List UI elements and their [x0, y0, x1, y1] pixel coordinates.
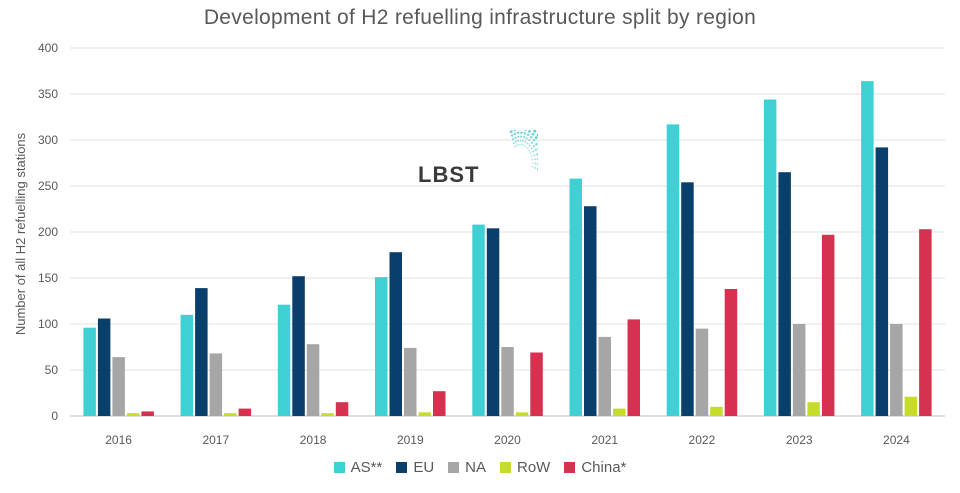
bar-as-2023	[763, 99, 777, 416]
bar-eu-2017	[195, 288, 208, 416]
x-tick-label: 2016	[105, 433, 132, 447]
bar-row-2024	[904, 396, 918, 416]
y-tick-label: 150	[38, 271, 58, 285]
y-tick-label: 50	[45, 363, 59, 377]
bar-row-2020	[515, 412, 529, 416]
bar-eu-2016	[97, 318, 111, 416]
legend-swatch	[333, 462, 345, 473]
bar-as-2018	[277, 304, 291, 416]
bar-na-2016	[112, 357, 125, 416]
legend-item: RoW	[500, 459, 550, 476]
legend-swatch	[564, 462, 576, 473]
bar-na-2017	[209, 353, 223, 416]
legend-swatch	[396, 462, 408, 473]
x-tick-label: 2020	[494, 433, 521, 447]
bar-row-2018	[321, 413, 334, 416]
legend-swatch	[448, 462, 460, 473]
chart-title: Development of H2 refuelling infrastruct…	[203, 6, 757, 29]
bar-eu-2021	[584, 206, 597, 416]
legend-item: NA	[448, 459, 486, 476]
legend-label: AS**	[350, 459, 383, 476]
bar-eu-2020	[486, 228, 500, 416]
legend-item: AS**	[333, 459, 383, 476]
bar-as-2024	[861, 81, 874, 416]
bar-china-2022	[724, 289, 738, 416]
bar-na-2018	[306, 344, 320, 416]
bar-na-2021	[598, 336, 611, 416]
bar-china-2023	[821, 234, 835, 416]
bar-na-2022	[695, 328, 709, 416]
bar-row-2021	[613, 408, 626, 416]
lbst-logo-mark-icon	[509, 130, 538, 171]
bar-na-2024	[890, 324, 903, 416]
bar-row-2016	[126, 413, 140, 416]
bar-as-2020	[472, 224, 485, 416]
legend-label: RoW	[517, 459, 551, 476]
y-tick-label: 400	[38, 41, 58, 55]
bar-row-2017	[224, 413, 237, 416]
legend-label: China*	[581, 459, 627, 476]
legend-item: China*	[564, 459, 626, 476]
x-tick-label: 2017	[202, 433, 229, 447]
legend-label: EU	[413, 459, 435, 476]
bar-row-2019	[418, 412, 431, 416]
bar-row-2022	[710, 406, 723, 416]
legend-item: EU	[396, 459, 434, 476]
bar-na-2023	[792, 324, 806, 416]
lbst-logo: LBST	[418, 130, 538, 190]
bar-china-2020	[530, 352, 543, 416]
bar-na-2020	[501, 347, 514, 416]
y-axis-label: Number of all H2 refuelling stations	[13, 132, 28, 335]
bar-na-2019	[404, 347, 417, 416]
bar-eu-2023	[778, 172, 791, 416]
bar-as-2022	[666, 124, 680, 417]
bar-eu-2019	[389, 252, 402, 416]
legend: AS** EU NA RoW China*	[0, 459, 960, 476]
bars	[83, 81, 932, 417]
y-tick-label: 350	[38, 87, 58, 101]
bar-row-2023	[807, 402, 820, 416]
legend-label: NA	[465, 459, 486, 476]
x-tick-label: 2023	[786, 433, 813, 447]
bar-china-2024	[919, 229, 932, 416]
x-tick-label: 2022	[689, 433, 716, 447]
bar-china-2019	[433, 391, 446, 416]
bar-eu-2022	[681, 182, 694, 416]
bar-as-2021	[569, 178, 582, 416]
y-tick-label: 0	[51, 409, 58, 423]
y-tick-label: 200	[38, 225, 58, 239]
bar-china-2018	[335, 402, 349, 416]
bar-china-2016	[141, 411, 154, 416]
x-tick-label: 2024	[883, 433, 910, 447]
bar-china-2021	[627, 319, 640, 416]
logo-text: LBST	[418, 162, 480, 187]
y-tick-label: 100	[38, 317, 58, 331]
x-tick-label: 2018	[300, 433, 327, 447]
bar-as-2019	[375, 277, 388, 416]
bar-as-2016	[83, 327, 96, 416]
bar-eu-2018	[292, 276, 305, 416]
x-tick-label: 2021	[591, 433, 618, 447]
bar-china-2017	[238, 408, 252, 416]
y-tick-label: 250	[38, 179, 58, 193]
bar-eu-2024	[875, 147, 889, 416]
ticks: 0 50 100 150 200 250 300 350 400 2016 2017 2018 2019…	[38, 41, 910, 447]
x-tick-label: 2019	[397, 433, 424, 447]
bar-as-2017	[180, 314, 194, 416]
y-tick-label: 300	[38, 133, 58, 147]
legend-swatch	[500, 462, 511, 473]
